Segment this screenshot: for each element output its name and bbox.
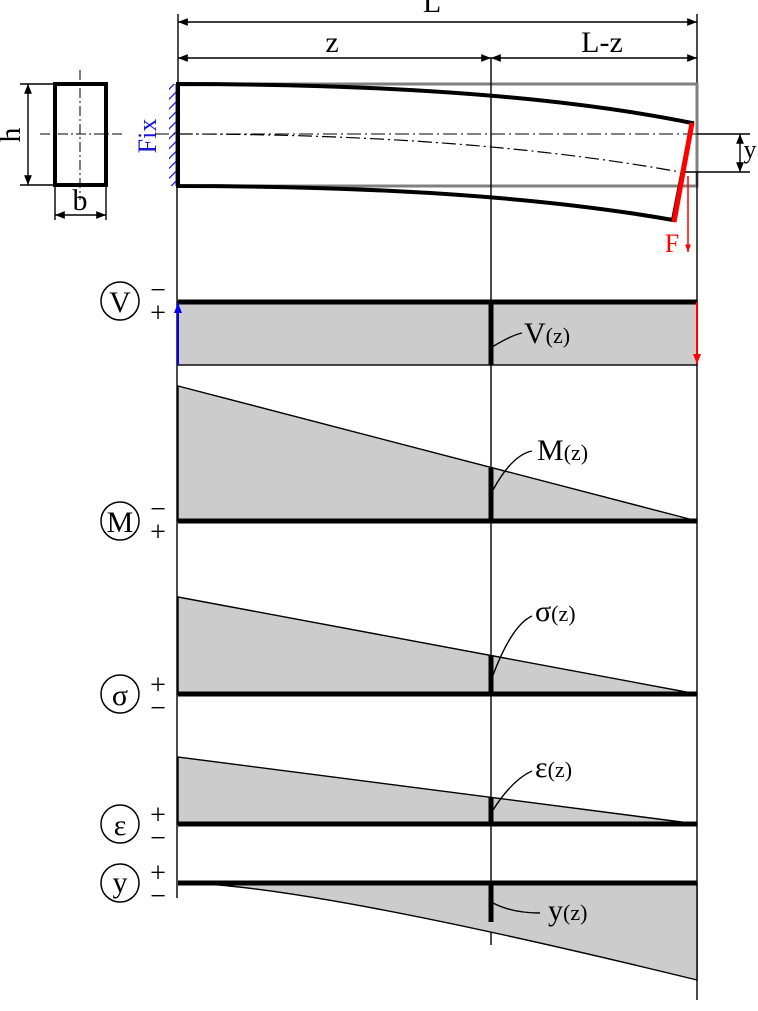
- strain-area: [177, 756, 698, 825]
- strain-diagram: ε + − ε(z): [100, 751, 698, 854]
- dim-label-L: L: [423, 0, 441, 19]
- moment-leader: [492, 450, 533, 491]
- deflection-dimension: y: [685, 133, 757, 173]
- stress-diagram: σ + − σ(z): [100, 595, 698, 724]
- beam-undeformed: [178, 82, 699, 188]
- beam-deformed: [176, 81, 695, 223]
- strain-symbol-circle: [100, 804, 140, 844]
- deflection-annotation: y(z): [548, 894, 587, 927]
- y-dim-label: y: [744, 135, 757, 164]
- stress-sign-top: +: [150, 670, 166, 701]
- moment-symbol-circle: [100, 501, 140, 541]
- deflection-leader: [492, 902, 541, 914]
- reference-lines: [176, 58, 698, 1000]
- strain-annotation: ε(z): [535, 751, 572, 784]
- force-label: F: [665, 229, 679, 258]
- stress-symbol-circle: [100, 674, 140, 714]
- moment-sign-bottom: +: [150, 517, 166, 548]
- deflection-symbol-circle: [100, 863, 140, 903]
- stress-sign-bottom: −: [150, 693, 166, 724]
- deflection-diagram: y + − y(z): [100, 858, 698, 981]
- strain-sign-bottom: −: [150, 823, 166, 854]
- deflection-sign-bottom: −: [150, 881, 166, 912]
- beam-end-face: [671, 122, 695, 223]
- shear-area: [177, 301, 698, 366]
- cross-section: h b: [0, 70, 125, 220]
- shear-diagram: V − + V(z): [100, 275, 701, 366]
- shear-leader: [491, 332, 523, 348]
- deflection-area: [177, 882, 698, 981]
- support-hatch: [169, 84, 178, 186]
- dimension-lines: L z L-z: [177, 0, 698, 84]
- moment-annotation: M(z): [537, 434, 588, 467]
- beam: [155, 81, 699, 223]
- shear-symbol: V: [109, 286, 131, 319]
- shear-symbol-circle: [100, 281, 140, 321]
- moment-symbol: M: [107, 506, 134, 539]
- deflection-symbol: y: [113, 866, 128, 899]
- h-label: h: [0, 128, 27, 143]
- stress-symbol: σ: [112, 679, 128, 712]
- shear-annotation: V(z): [524, 317, 570, 350]
- stress-annotation: σ(z): [535, 595, 576, 628]
- moment-diagram: M − + M(z): [100, 385, 698, 548]
- load-force: F: [665, 176, 691, 258]
- moment-area: [177, 385, 698, 522]
- strain-leader: [492, 770, 533, 811]
- dim-label-l-minus-z: L-z: [581, 26, 623, 59]
- dim-label-z: z: [325, 26, 338, 59]
- stress-area: [177, 596, 698, 695]
- fixed-support: Fix: [133, 84, 179, 186]
- b-label: b: [73, 184, 88, 217]
- strain-symbol: ε: [114, 809, 127, 842]
- shear-sign-bottom: +: [150, 298, 166, 329]
- moment-sign-top: −: [150, 494, 166, 525]
- beam-axis-deformed: [177, 133, 681, 173]
- support-label: Fix: [133, 119, 162, 154]
- deflection-sign-top: +: [150, 858, 166, 889]
- stress-leader: [492, 615, 533, 676]
- strain-sign-top: +: [150, 800, 166, 831]
- shear-sign-top: −: [150, 275, 166, 306]
